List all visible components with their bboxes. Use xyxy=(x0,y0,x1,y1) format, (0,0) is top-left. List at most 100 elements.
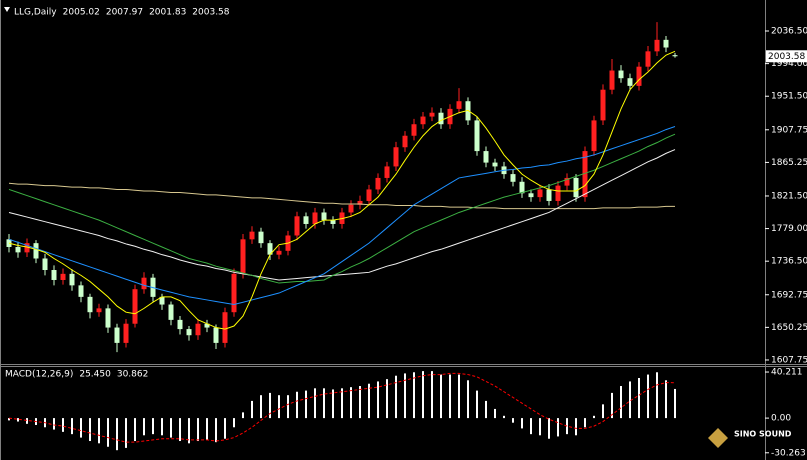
candle-body xyxy=(240,239,246,274)
macd-bar xyxy=(224,418,226,439)
candle-body xyxy=(348,204,354,213)
candle-body xyxy=(222,312,228,343)
candle-body xyxy=(627,78,633,86)
y-tick-label: 1779.00 xyxy=(771,224,807,234)
macd-bar xyxy=(521,418,523,429)
candle-body xyxy=(177,319,183,330)
macd-bar xyxy=(647,374,649,419)
candle-body xyxy=(267,243,273,255)
header-text: 2001.83 xyxy=(149,8,186,18)
candle-body xyxy=(555,185,561,201)
candle-body xyxy=(114,327,120,343)
macd-bar xyxy=(674,388,676,419)
price-marker-box xyxy=(766,50,807,63)
macd-bar xyxy=(377,381,379,419)
candle-body xyxy=(357,200,363,205)
candle-body xyxy=(474,120,480,152)
macd-bar xyxy=(323,388,325,419)
macd-bar xyxy=(305,390,307,419)
y-tick-label: 1951.50 xyxy=(771,92,807,102)
macd-bar xyxy=(260,395,262,419)
logo-mark xyxy=(708,428,728,448)
candle-body xyxy=(42,258,48,271)
macd-bar xyxy=(386,379,388,419)
candle-body xyxy=(276,250,282,255)
macd-bar xyxy=(575,418,577,436)
y-tick-label: 1994.00 xyxy=(771,59,807,69)
macd-bar xyxy=(458,374,460,419)
macd-bar xyxy=(512,418,514,423)
macd-bar xyxy=(503,415,505,419)
macd-bar xyxy=(341,388,343,419)
header-text: 2003.58 xyxy=(192,8,229,18)
candle-body xyxy=(132,289,138,324)
candle-body xyxy=(33,243,39,259)
macd-bar xyxy=(98,418,100,444)
macd-bar xyxy=(359,386,361,419)
candle-body xyxy=(87,296,93,313)
macd-bar xyxy=(494,408,496,419)
candle-body xyxy=(366,189,372,201)
macd-bar xyxy=(314,388,316,419)
candle-body xyxy=(141,277,147,290)
macd-bar xyxy=(548,418,550,439)
candle-body xyxy=(510,174,516,182)
candle-body xyxy=(636,66,642,86)
macd-bar xyxy=(440,374,442,419)
candle-body xyxy=(528,193,534,198)
macd-bar xyxy=(395,375,397,419)
candle-body xyxy=(249,231,255,240)
candle-body xyxy=(213,327,219,343)
candle-body xyxy=(402,135,408,148)
candle-body xyxy=(519,181,525,194)
macd-bar xyxy=(170,418,172,438)
macd-bar xyxy=(233,418,235,428)
macd-header: 25.450 xyxy=(79,370,111,380)
candle-body xyxy=(654,39,660,52)
macd-bar xyxy=(368,383,370,419)
candle-body xyxy=(609,70,615,90)
macd-bar xyxy=(206,418,208,440)
macd-bar xyxy=(116,418,118,451)
y-tick-label: 1650.25 xyxy=(771,323,807,333)
macd-bar xyxy=(179,418,181,442)
macd-bar xyxy=(242,412,244,419)
macd-bar xyxy=(539,418,541,436)
macd-bar xyxy=(422,371,424,419)
macd-bar xyxy=(485,400,487,419)
candle-body xyxy=(573,177,579,198)
macd-bar xyxy=(161,418,163,436)
candle-body xyxy=(591,120,597,152)
y-tick-label: 1607.75 xyxy=(771,355,807,365)
macd-bar xyxy=(584,418,586,428)
moving-average xyxy=(8,133,676,284)
candle-body xyxy=(537,189,543,198)
moving-average xyxy=(8,149,676,281)
logo: SINO SOUND xyxy=(708,428,792,448)
macd-bar xyxy=(251,400,253,419)
candle-body xyxy=(618,70,624,79)
signal-line xyxy=(8,372,676,443)
macd-bar xyxy=(593,415,595,419)
candle-body xyxy=(312,212,318,224)
candle-body xyxy=(384,166,390,178)
macd-bar xyxy=(278,395,280,419)
candle-body xyxy=(663,39,669,48)
y-tick-label: 1865.25 xyxy=(771,158,807,168)
candle-body xyxy=(672,55,678,57)
candle-body xyxy=(438,112,444,125)
y-tick-label: -30.263 xyxy=(771,448,806,458)
candle-body xyxy=(411,124,417,136)
y-tick-label: 0.00 xyxy=(771,414,791,424)
candle-body xyxy=(204,323,210,328)
macd-bar xyxy=(143,418,145,436)
macd-bar xyxy=(80,418,82,438)
macd-bar xyxy=(17,418,19,422)
macd-bar xyxy=(8,418,10,421)
macd-bar xyxy=(467,380,469,419)
macd-bar xyxy=(413,372,415,419)
candle-body xyxy=(51,270,57,280)
